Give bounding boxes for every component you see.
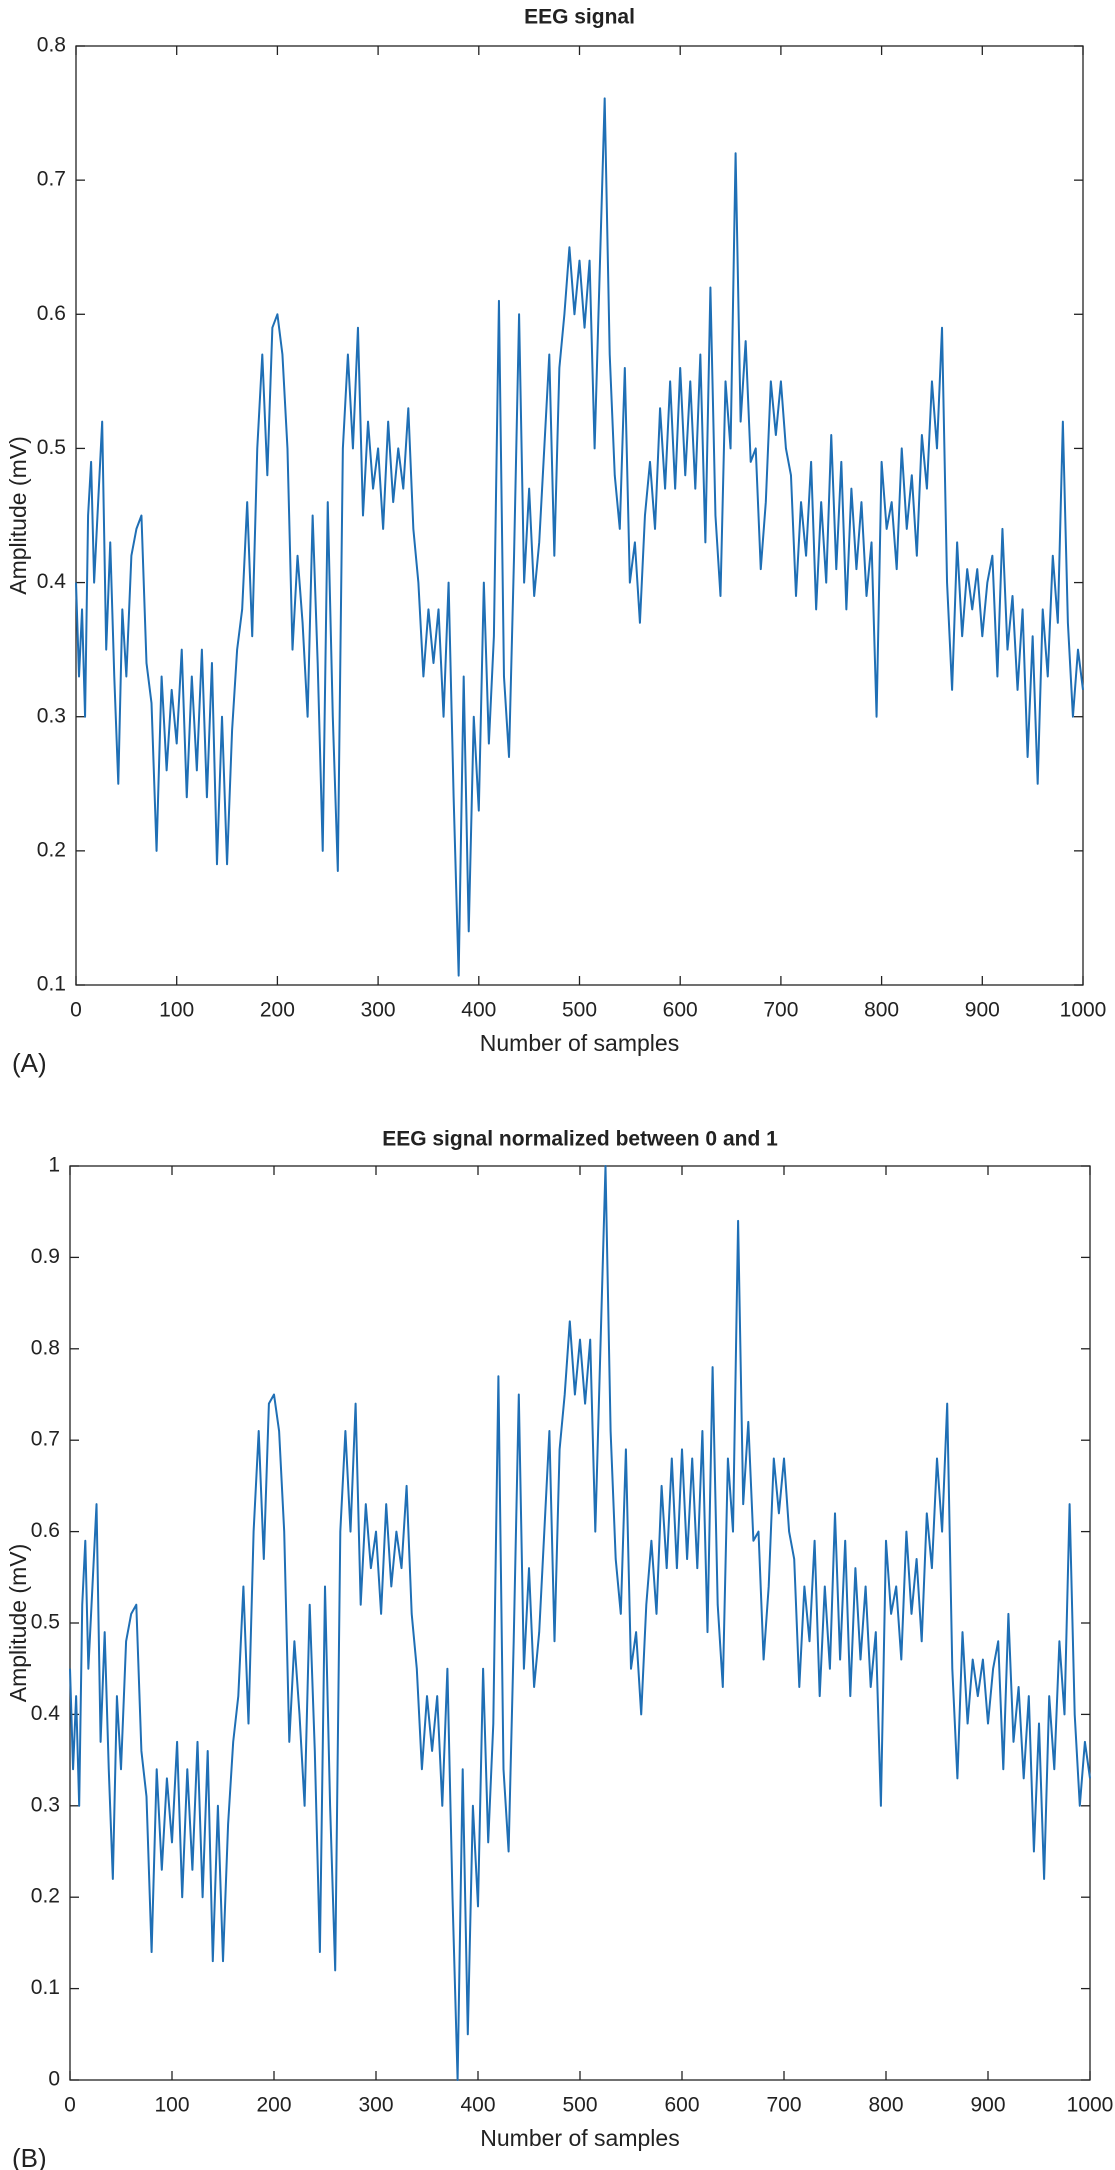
y-tick-label: 0.1 <box>31 1976 60 1999</box>
y-axis-label: Amplitude (mV) <box>5 436 31 594</box>
x-tick-label: 0 <box>64 2094 76 2117</box>
y-tick-label: 0.8 <box>37 34 66 57</box>
signal-line <box>75 97 1084 977</box>
x-tick-label: 900 <box>965 999 1000 1022</box>
x-axis-label: Number of samples <box>480 1030 679 1056</box>
x-tick-label: 300 <box>358 2094 393 2117</box>
y-tick-label: 0.5 <box>37 436 66 459</box>
y-tick-label: 0.3 <box>37 704 66 727</box>
y-tick-label: 0.5 <box>31 1611 60 1634</box>
x-tick-label: 100 <box>159 999 194 1022</box>
x-axis-label: Number of samples <box>480 2125 679 2151</box>
x-tick-label: 800 <box>864 999 899 1022</box>
x-tick-label: 200 <box>256 2094 291 2117</box>
chart-title: EEG signal <box>524 6 635 29</box>
x-tick-label: 800 <box>868 2094 903 2117</box>
y-tick-label: 0 <box>48 2068 60 2091</box>
x-tick-label: 600 <box>664 2094 699 2117</box>
x-tick-label: 700 <box>766 2094 801 2117</box>
chart-title: EEG signal normalized between 0 and 1 <box>382 1128 778 1151</box>
panel-label: (B) <box>12 2143 47 2170</box>
x-tick-label: 100 <box>154 2094 189 2117</box>
x-tick-label: 400 <box>460 2094 495 2117</box>
y-tick-label: 0.2 <box>31 1885 60 1908</box>
x-tick-label: 400 <box>461 999 496 1022</box>
x-tick-label: 200 <box>260 999 295 1022</box>
y-tick-label: 0.6 <box>37 302 66 325</box>
x-tick-label: 1000 <box>1060 999 1107 1022</box>
y-tick-label: 0.6 <box>31 1519 60 1542</box>
x-tick-label: 1000 <box>1067 2094 1114 2117</box>
y-tick-label: 0.3 <box>31 1793 60 1816</box>
x-tick-label: 500 <box>562 999 597 1022</box>
x-tick-label: 300 <box>361 999 396 1022</box>
panel-label: (A) <box>12 1048 47 1078</box>
y-axis-label: Amplitude (mV) <box>5 1544 31 1702</box>
y-tick-label: 0.1 <box>37 973 66 996</box>
y-tick-label: 0.7 <box>37 168 66 191</box>
y-tick-label: 0.4 <box>31 1702 61 1725</box>
y-tick-label: 0.8 <box>31 1336 60 1359</box>
signal-line <box>69 1165 1091 2081</box>
x-tick-label: 700 <box>763 999 798 1022</box>
x-tick-label: 600 <box>663 999 698 1022</box>
y-tick-label: 0.7 <box>31 1428 60 1451</box>
x-tick-label: 500 <box>562 2094 597 2117</box>
x-tick-label: 900 <box>970 2094 1005 2117</box>
x-tick-label: 0 <box>70 999 82 1022</box>
y-tick-label: 0.2 <box>37 838 66 861</box>
y-tick-label: 0.9 <box>31 1245 60 1268</box>
y-tick-label: 0.4 <box>37 570 67 593</box>
y-tick-label: 1 <box>48 1154 60 1177</box>
